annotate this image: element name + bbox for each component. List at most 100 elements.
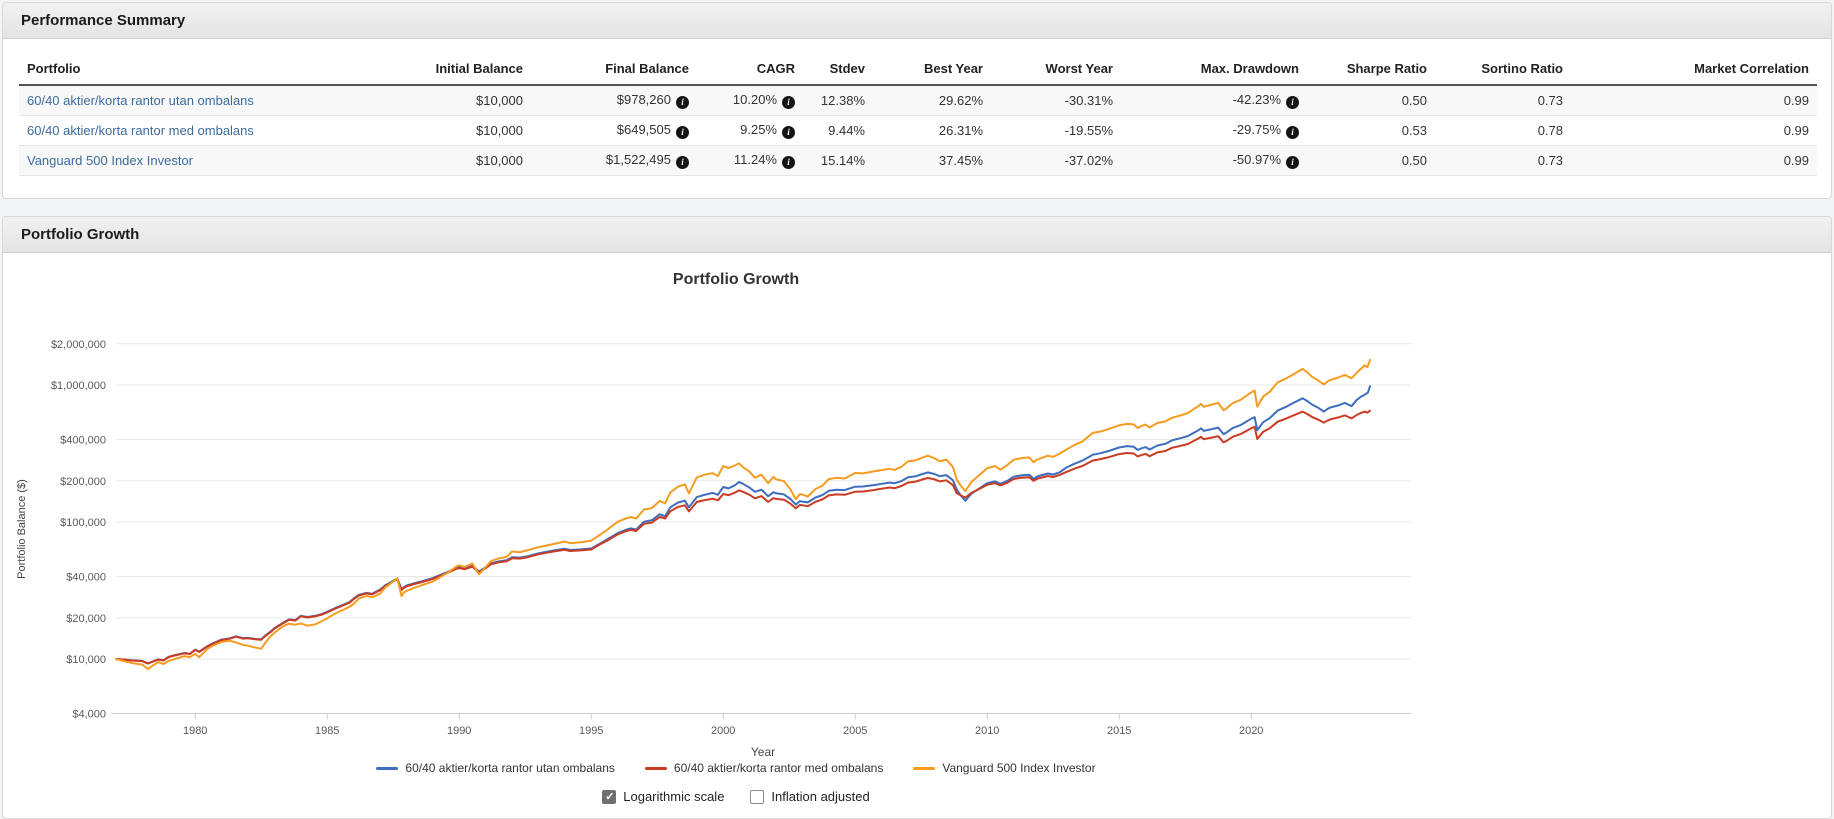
legend-line-swatch-red [644,766,667,770]
table-row: Vanguard 500 Index Investor $10,000 $1,5… [19,145,1817,176]
legend-item-utan-ombalans[interactable]: 60/40 aktier/korta rantor utan ombalans [376,761,615,775]
best-year-value: 26.31% [873,115,991,146]
portfolio-name[interactable]: 60/40 aktier/korta rantor med ombalans [19,115,419,146]
stdev-value: 15.14% [803,145,873,176]
portfolio-growth-body: Portfolio Growth $2,000,000 $1,000,000 $40… [3,253,1831,818]
worst-year-value: -19.55% [991,115,1121,146]
column-header-worst-year: Worst Year [991,53,1121,86]
svg-text:2005: 2005 [843,725,867,737]
sharpe-ratio-value: 0.50 [1307,145,1435,176]
column-header-best-year: Best Year [873,53,991,86]
column-header-sharpe-ratio: Sharpe Ratio [1307,53,1435,86]
market-correlation-value: 0.99 [1571,115,1817,146]
svg-text:$10,000: $10,000 [66,654,106,666]
svg-text:Portfolio Balance ($): Portfolio Balance ($) [16,479,28,579]
logarithmic-scale-checkbox[interactable] [602,789,617,804]
performance-summary-table: Portfolio Initial Balance Final Balance … [19,53,1817,176]
inflation-adjusted-label: Inflation adjusted [771,789,870,804]
svg-text:$40,000: $40,000 [66,572,106,584]
cagr-value: 10.20% i [697,85,803,116]
legend-label: 60/40 aktier/korta rantor med ombalans [673,761,884,775]
portfolio-growth-card: Portfolio Growth Portfolio Growth $2,000… [2,216,1832,819]
svg-text:1995: 1995 [579,725,603,737]
best-year-value: 37.45% [873,145,991,176]
max-drawdown-value: -42.23% i [1121,85,1307,116]
sortino-ratio-value: 0.73 [1435,145,1571,176]
sortino-ratio-value: 0.78 [1435,115,1571,146]
info-icon[interactable]: i [1286,156,1299,169]
svg-text:Year: Year [751,745,775,759]
column-header-max-drawdown: Max. Drawdown [1121,53,1307,86]
max-drawdown-value: -50.97% i [1121,145,1307,176]
logarithmic-scale-label: Logarithmic scale [623,789,725,804]
portfolio-growth-header: Portfolio Growth [3,217,1831,253]
portfolio-name[interactable]: Vanguard 500 Index Investor [19,145,419,176]
performance-summary-header: Performance Summary [3,3,1831,39]
cagr-value: 9.25% i [697,115,803,146]
column-header-initial-balance: Initial Balance [419,53,531,86]
sharpe-ratio-value: 0.50 [1307,85,1435,116]
svg-text:$20,000: $20,000 [66,613,106,625]
max-drawdown-value: -29.75% i [1121,115,1307,146]
svg-text:2015: 2015 [1107,725,1131,737]
performance-summary-body: Portfolio Initial Balance Final Balance … [3,39,1831,198]
table-row: 60/40 aktier/korta rantor med ombalans $… [19,115,1817,146]
chart-legend: 60/40 aktier/korta rantor utan ombalans … [11,761,1461,775]
sharpe-ratio-value: 0.53 [1307,115,1435,146]
performance-summary-card: Performance Summary Portfolio Initial Ba… [2,2,1832,199]
svg-text:1990: 1990 [447,725,471,737]
svg-text:1980: 1980 [183,725,207,737]
svg-text:$4,000: $4,000 [72,709,106,721]
chart-controls: Logarithmic scale Inflation adjusted [11,789,1461,804]
svg-text:$400,000: $400,000 [60,435,106,447]
info-icon[interactable]: i [1286,96,1299,109]
best-year-value: 29.62% [873,85,991,116]
logarithmic-scale-control[interactable]: Logarithmic scale [602,789,724,804]
svg-text:$1,000,000: $1,000,000 [51,380,106,392]
column-header-market-correlation: Market Correlation [1571,53,1817,86]
table-row: 60/40 aktier/korta rantor utan ombalans … [19,85,1817,116]
info-icon[interactable]: i [676,156,689,169]
initial-balance-value: $10,000 [419,145,531,176]
table-header-row: Portfolio Initial Balance Final Balance … [19,53,1817,86]
info-icon[interactable]: i [676,96,689,109]
chart-title: Portfolio Growth [672,271,800,288]
legend-line-swatch-blue [376,766,399,770]
info-icon[interactable]: i [676,126,689,139]
stdev-value: 9.44% [803,115,873,146]
market-correlation-value: 0.99 [1571,85,1817,116]
svg-text:2000: 2000 [711,725,735,737]
column-header-final-balance: Final Balance [531,53,697,86]
legend-label: 60/40 aktier/korta rantor utan ombalans [405,761,615,775]
info-icon[interactable]: i [782,126,795,139]
final-balance-value: $1,522,495 i [531,145,697,176]
inflation-adjusted-checkbox[interactable] [750,789,765,804]
svg-text:2010: 2010 [975,725,999,737]
column-header-portfolio: Portfolio [19,53,419,86]
sortino-ratio-value: 0.73 [1435,85,1571,116]
final-balance-value: $649,505 i [531,115,697,146]
svg-text:1985: 1985 [315,725,339,737]
svg-text:$100,000: $100,000 [60,517,106,529]
legend-item-vanguard-500[interactable]: Vanguard 500 Index Investor [913,761,1096,775]
initial-balance-value: $10,000 [419,115,531,146]
final-balance-value: $978,260 i [531,85,697,116]
svg-text:2020: 2020 [1239,725,1263,737]
column-header-sortino-ratio: Sortino Ratio [1435,53,1571,86]
legend-item-med-ombalans[interactable]: 60/40 aktier/korta rantor med ombalans [644,761,884,775]
legend-line-swatch-orange [913,766,936,770]
svg-text:$200,000: $200,000 [60,476,106,488]
portfolio-name[interactable]: 60/40 aktier/korta rantor utan ombalans [19,85,419,116]
initial-balance-value: $10,000 [419,85,531,116]
info-icon[interactable]: i [782,96,795,109]
column-header-stdev: Stdev [803,53,873,86]
info-icon[interactable]: i [782,156,795,169]
worst-year-value: -30.31% [991,85,1121,116]
info-icon[interactable]: i [1286,126,1299,139]
market-correlation-value: 0.99 [1571,145,1817,176]
legend-label: Vanguard 500 Index Investor [942,761,1096,775]
cagr-value: 11.24% i [697,145,803,176]
stdev-value: 12.38% [803,85,873,116]
inflation-adjusted-control[interactable]: Inflation adjusted [750,789,870,804]
portfolio-growth-chart[interactable]: $2,000,000 $1,000,000 $400,000 $200,000 $100… [11,289,1461,761]
